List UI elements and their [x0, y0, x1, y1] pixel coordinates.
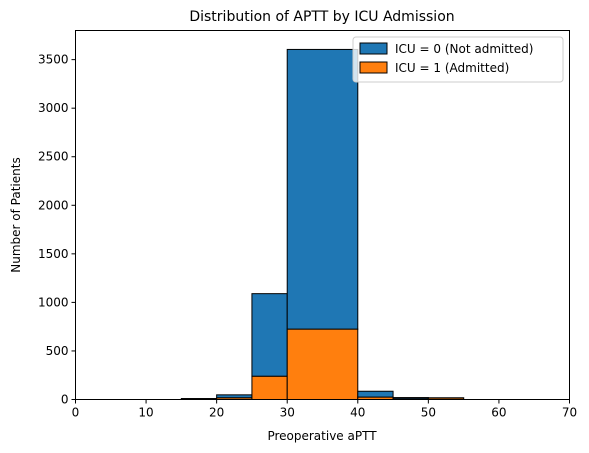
y-tick-label-1: 500	[46, 344, 69, 358]
y-tick-label-3: 1500	[38, 247, 69, 261]
x-tick-label-1: 10	[138, 406, 153, 420]
x-axis: 0 10 20 30 40 50 60 70	[72, 399, 577, 420]
legend-label-1: ICU = 1 (Admitted)	[395, 61, 509, 75]
x-axis-label: Preoperative aPTT	[267, 429, 377, 443]
bar-icu1-bin-2	[251, 375, 288, 400]
chart-title: Distribution of APTT by ICU Admission	[189, 9, 454, 25]
legend-swatch-1	[359, 61, 388, 74]
bar-icu1-bin-3	[286, 328, 359, 401]
bar-icu0-bin-2	[251, 293, 288, 377]
legend: ICU = 0 (Not admitted) ICU = 1 (Admitted)	[352, 36, 564, 83]
bar-icu0-bin-4	[357, 390, 394, 398]
x-tick-label-0: 0	[72, 406, 80, 420]
y-axis-label: Number of Patients	[9, 157, 23, 272]
y-tick-label-4: 2000	[38, 198, 69, 212]
legend-swatch-0	[359, 42, 388, 55]
x-tick-label-4: 40	[350, 406, 365, 420]
x-tick-label-2: 20	[209, 406, 224, 420]
x-tick-label-7: 70	[562, 406, 577, 420]
y-tick-label-2: 1000	[38, 295, 69, 309]
bar-icu0-bin-5	[392, 397, 429, 400]
bar-icu0-bin-3	[286, 48, 359, 330]
x-tick-label-5: 50	[421, 406, 436, 420]
y-tick-label-5: 2500	[38, 150, 69, 164]
y-axis: 0 500 1000 1500 2000 2500 3000 3500	[38, 53, 76, 407]
legend-box	[352, 36, 564, 83]
bar-icu0-bin-1	[216, 394, 253, 399]
y-tick-label-0: 0	[61, 393, 69, 407]
plot-frame	[75, 30, 570, 400]
y-tick-label-7: 3500	[38, 53, 69, 67]
bars-layer	[180, 48, 465, 401]
x-tick-label-3: 30	[280, 406, 295, 420]
y-tick-label-6: 3000	[38, 101, 69, 115]
legend-label-0: ICU = 0 (Not admitted)	[395, 42, 533, 56]
x-tick-label-6: 60	[491, 406, 506, 420]
